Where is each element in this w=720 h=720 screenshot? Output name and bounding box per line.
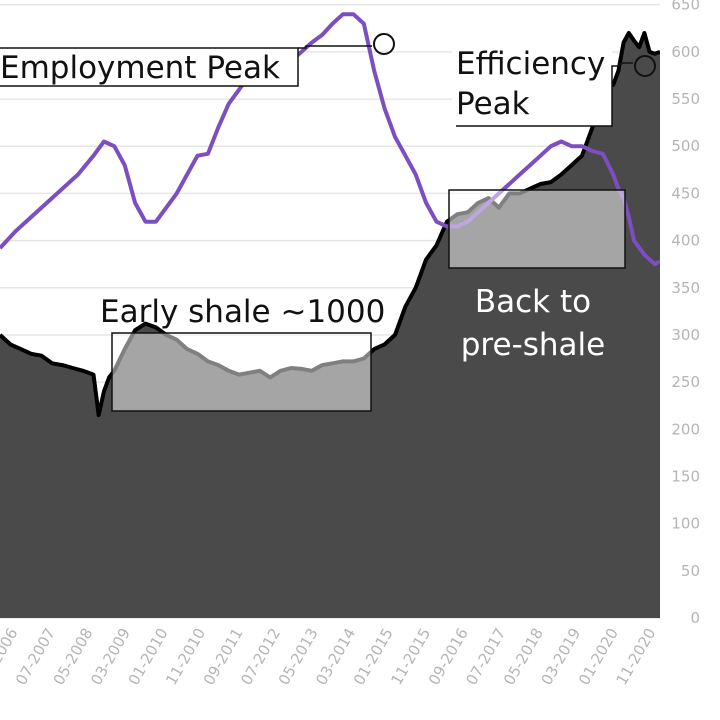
employment-peak-leader [298, 45, 372, 49]
early-shale-label: Early shale ~1000 [100, 294, 385, 330]
y-tick-label: 100 [671, 515, 700, 533]
y-axis: 0 50 100 150 200 250 300 350 400 450 500 550 600 650 [671, 0, 700, 627]
back-to-pre-shale-box [448, 189, 626, 269]
efficiency-peak-label-line1: Efficiency [456, 46, 605, 82]
employment-peak-label: Employment Peak [0, 50, 280, 86]
employment-peak-label-box [0, 47, 299, 87]
y-tick-label: 450 [671, 184, 700, 202]
employment-area [0, 33, 660, 618]
y-tick-label: 200 [671, 420, 700, 438]
y-tick-label: 400 [671, 232, 700, 250]
x-tick-label: 2006 [0, 625, 21, 667]
y-tick-label: 350 [671, 279, 700, 297]
back-to-pre-shale-label-line2: pre-shale [461, 327, 605, 363]
efficiency-peak-leader [456, 62, 633, 127]
efficiency-peak-label-bg [452, 40, 612, 126]
y-tick-label: 0 [690, 609, 700, 627]
y-tick-label: 550 [671, 90, 700, 108]
y-tick-label: 650 [671, 0, 700, 14]
efficiency-peak-marker [634, 55, 656, 77]
efficiency-peak-label-line2: Peak [456, 86, 530, 122]
x-axis: 200607-200705-200803-200901-201011-20100… [0, 625, 659, 688]
annotations: Employment Peak Efficiency Peak Early shale… [0, 33, 656, 363]
y-tick-label: 250 [671, 373, 700, 391]
early-shale-box [111, 332, 372, 412]
highlight-boxes [111, 189, 626, 412]
back-to-pre-shale-label-line1: Back to [475, 284, 591, 320]
y-tick-label: 300 [671, 326, 700, 344]
y-tick-label: 500 [671, 137, 700, 155]
y-tick-label: 50 [681, 562, 700, 580]
efficiency-line [0, 12, 660, 267]
y-tick-label: 600 [671, 43, 700, 61]
y-tick-label: 150 [671, 467, 700, 485]
employment-peak-marker [373, 33, 395, 55]
